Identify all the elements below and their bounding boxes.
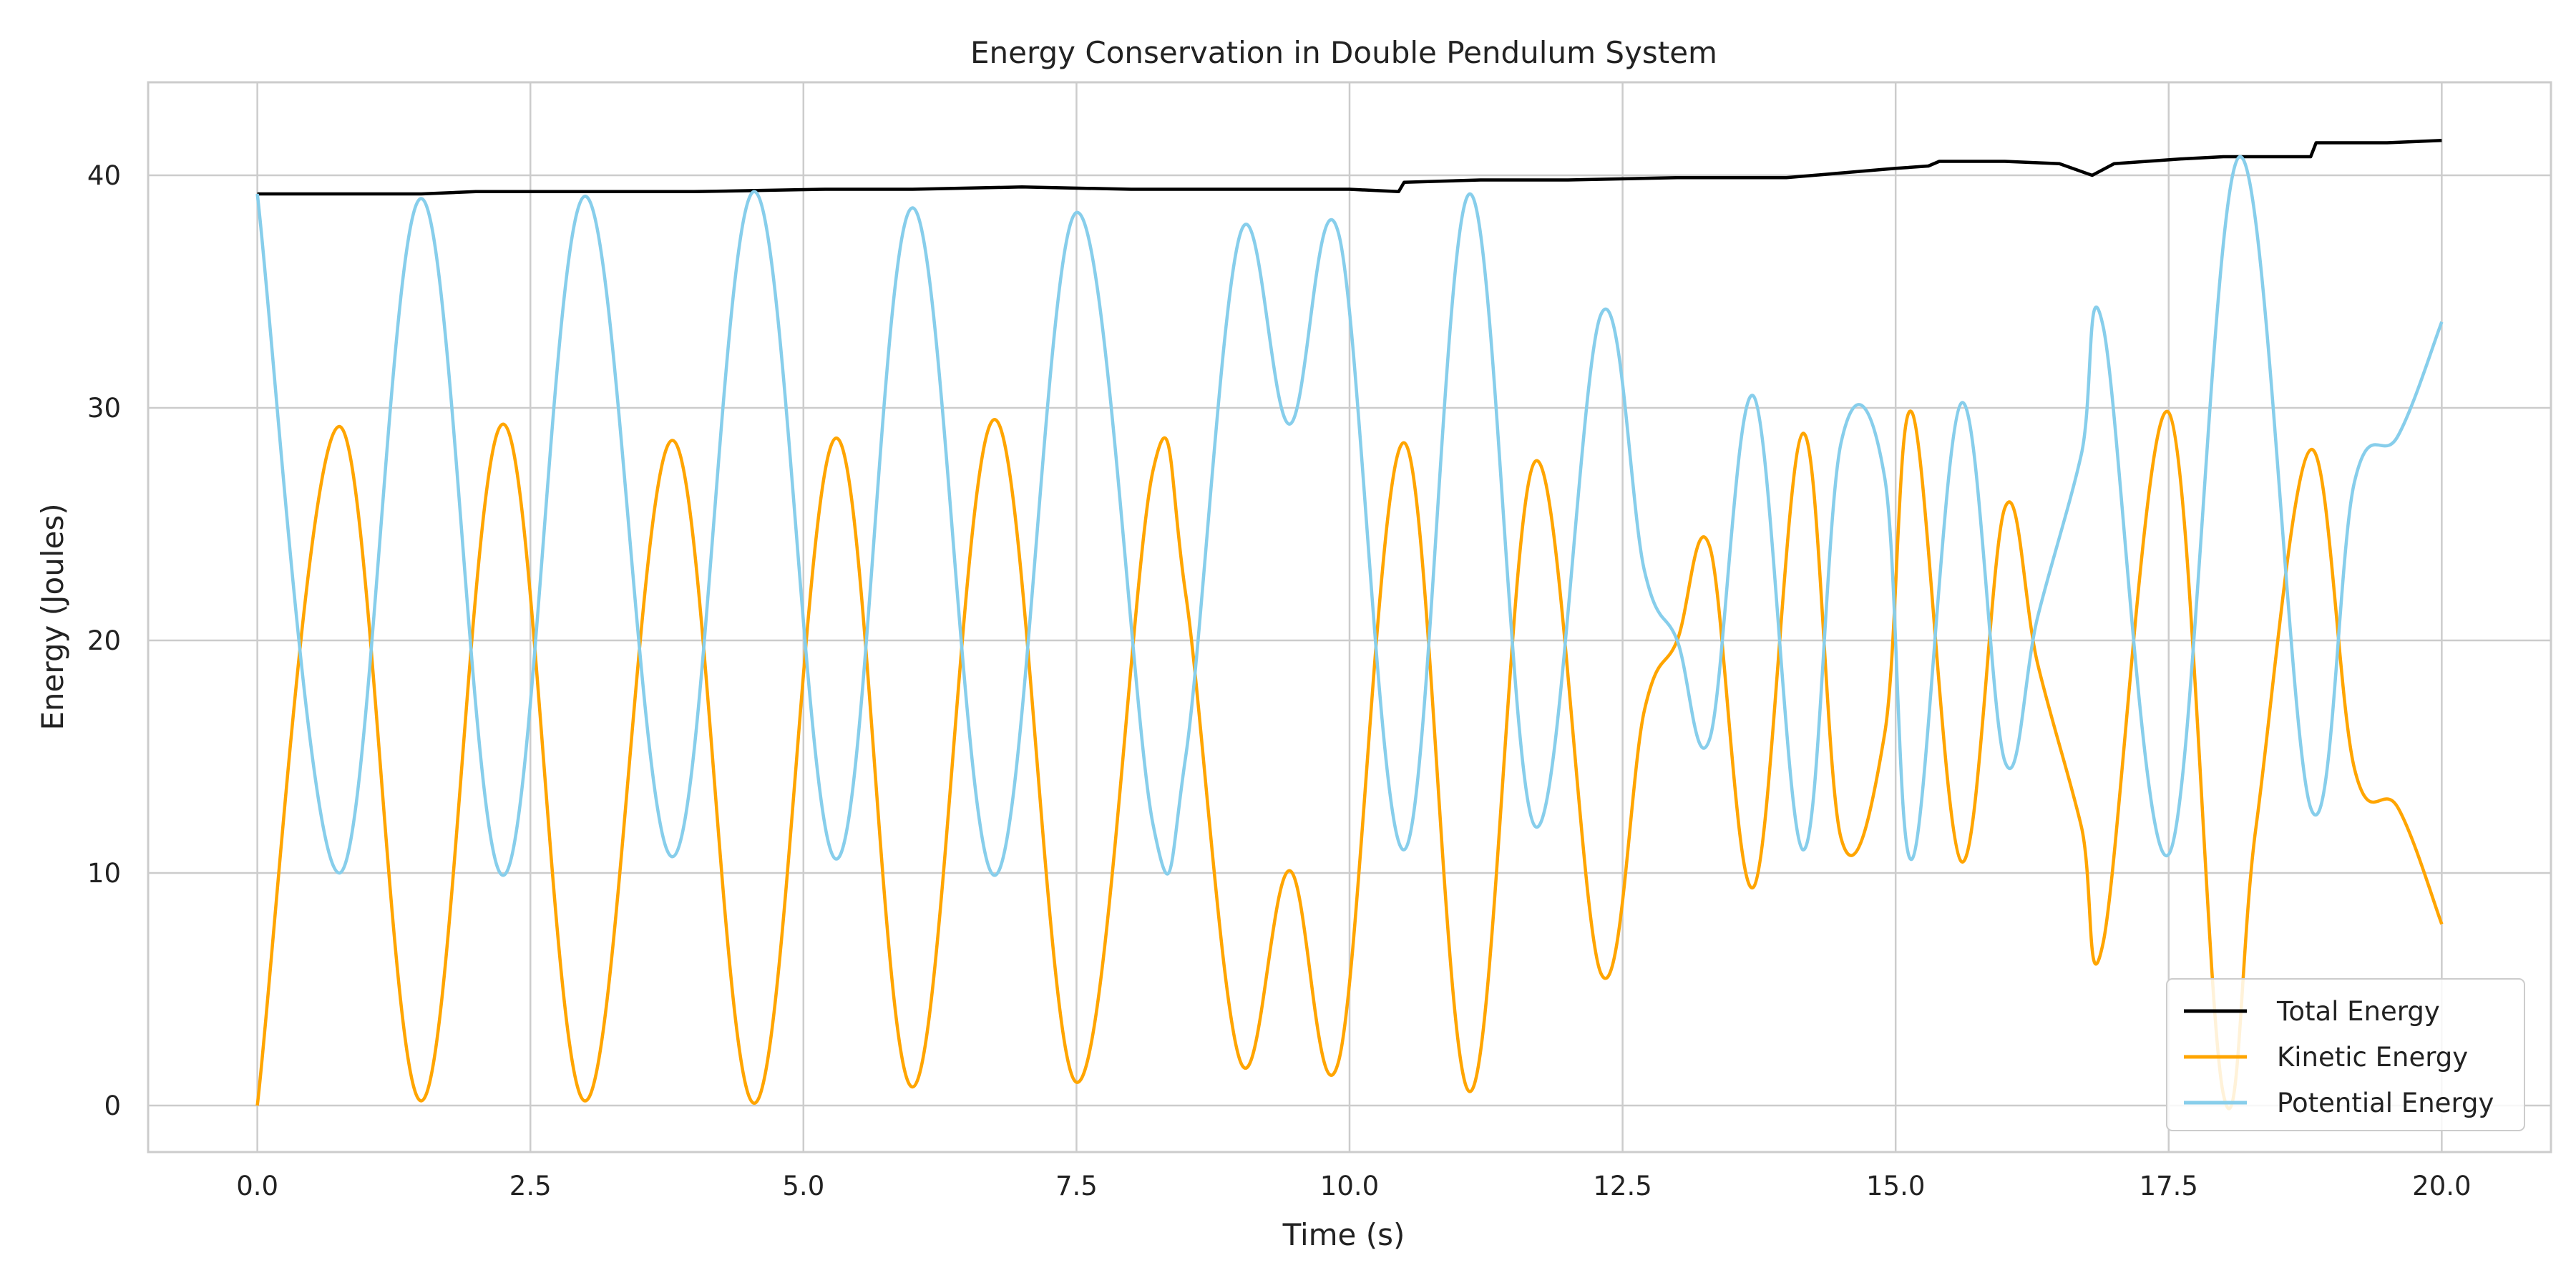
x-axis-label: Time (s) — [1282, 1217, 1405, 1252]
series-line-total-energy — [257, 139, 2442, 196]
x-tick-label: 10.0 — [1320, 1171, 1379, 1201]
legend-box — [2166, 978, 2525, 1131]
x-tick-label: 7.5 — [1055, 1171, 1098, 1201]
y-tick-label: 10 — [87, 858, 121, 889]
legend-label-potential-energy: Potential Energy — [2277, 1088, 2494, 1118]
x-tick-label: 12.5 — [1593, 1171, 1652, 1201]
y-axis-label: Energy (Joules) — [35, 503, 70, 730]
legend-label-total-energy: Total Energy — [2276, 996, 2440, 1027]
x-tick-label: 20.0 — [2412, 1171, 2471, 1201]
series-line-potential-energy — [255, 155, 2444, 877]
legend-label-kinetic-energy: Kinetic Energy — [2277, 1042, 2468, 1073]
y-tick-label: 0 — [104, 1091, 121, 1121]
x-tick-label: 17.5 — [2140, 1171, 2198, 1201]
plot-frame — [147, 81, 2552, 1153]
x-tick-label: 0.0 — [236, 1171, 278, 1201]
series-line-kinetic-energy — [255, 409, 2444, 1111]
chart-title: Energy Conservation in Double Pendulum S… — [970, 35, 1717, 70]
tick-labels: 0.0 2.5 5.0 7.5 10.0 12.5 15.0 17.5 20.0 0 10 20 30 4… — [87, 160, 2472, 1201]
legend: Total Energy Kinetic Energy Potential En… — [2166, 978, 2525, 1131]
x-tick-label: 2.5 — [509, 1171, 552, 1201]
y-tick-label: 30 — [87, 393, 121, 424]
y-tick-label: 40 — [87, 160, 121, 191]
x-tick-label: 5.0 — [782, 1171, 824, 1201]
y-tick-label: 20 — [87, 625, 121, 656]
series-lines — [255, 139, 2444, 1111]
x-tick-label: 15.0 — [1866, 1171, 1925, 1201]
